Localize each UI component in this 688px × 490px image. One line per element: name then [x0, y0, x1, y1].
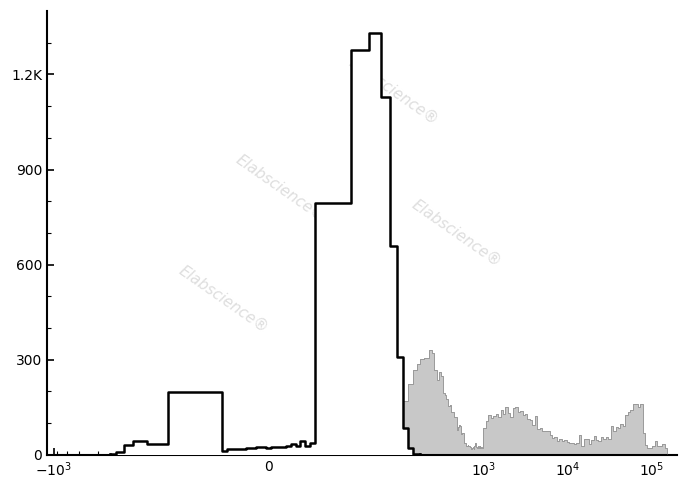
- Text: Elabscience®: Elabscience®: [233, 152, 327, 225]
- Polygon shape: [54, 350, 677, 455]
- Text: Elabscience®: Elabscience®: [176, 263, 271, 336]
- Polygon shape: [54, 33, 677, 455]
- Text: Elabscience®: Elabscience®: [346, 54, 441, 127]
- Text: Elabscience®: Elabscience®: [409, 196, 504, 270]
